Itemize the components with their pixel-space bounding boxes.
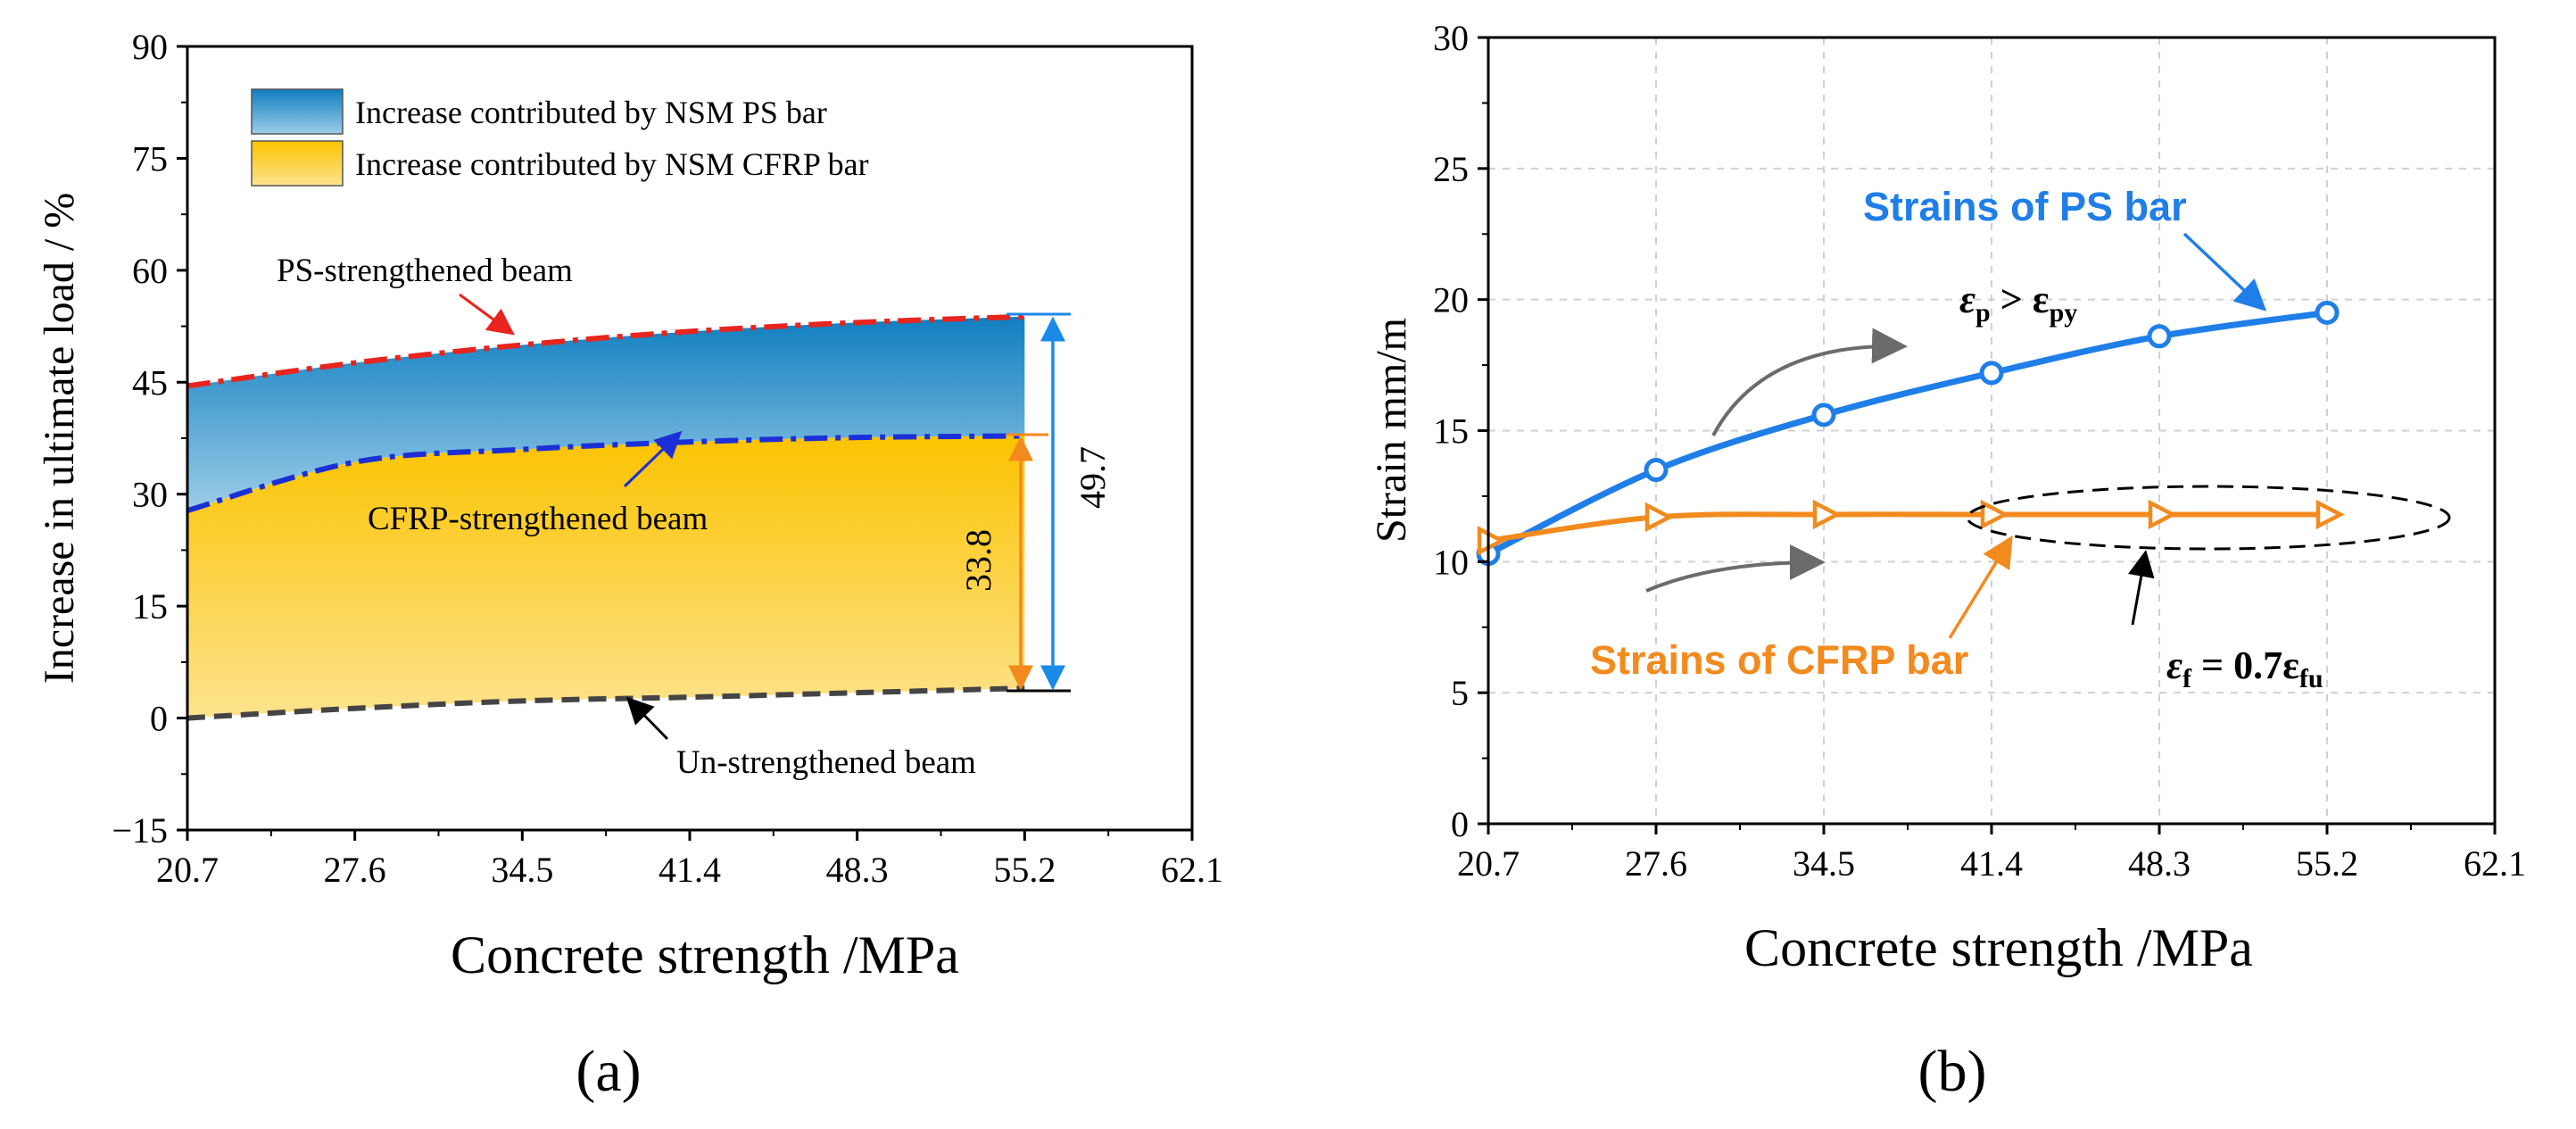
- marker-ps-point: [2147, 324, 2172, 349]
- y-tick-label: 0: [150, 699, 168, 739]
- eq-ps-yield: εp > εpy: [1959, 278, 2077, 328]
- line-cfrp-strengthened: [186, 433, 1025, 513]
- label-ps-strengthened: PS-strengthened beam: [277, 253, 573, 289]
- eq-cfrp-strain: εf = 0.7εfu: [2166, 643, 2323, 693]
- y-tick-label: 20: [1433, 280, 1469, 320]
- y-tick-label: 5: [1451, 673, 1469, 713]
- arrow-ps-strengthened: [459, 293, 515, 336]
- grid-b: [1487, 37, 2496, 825]
- y-tick-label: 75: [132, 138, 168, 178]
- legend-label-ps: Increase contributed by NSM PS bar: [355, 95, 827, 130]
- x-tick-label: 48.3: [2128, 843, 2191, 884]
- fill-cfrp-increase: [187, 436, 1025, 718]
- marker-cfrp-point: [1644, 502, 1674, 533]
- x-ticks-a: 20.7 27.6 34.5 41.4 48.3 55.2 62.1: [156, 830, 1223, 890]
- panel-label-a: (a): [576, 1039, 641, 1104]
- marker-ps-point: [1811, 403, 1836, 428]
- line-cfrp-strain: [1487, 511, 2327, 544]
- y-tick-label: 45: [132, 362, 168, 403]
- x-axis-title-a: Concrete strength /MPa: [451, 926, 959, 984]
- marker-cfrp-point: [1980, 499, 2009, 530]
- x-tick-label: 41.4: [658, 850, 721, 890]
- line-ps-strain: [1487, 309, 2328, 557]
- y-tick-label: 25: [1433, 149, 1469, 189]
- x-tick-label: 62.1: [2464, 843, 2526, 884]
- arrow-cfrp-strengthened: [623, 430, 683, 488]
- x-tick-label: 34.5: [491, 850, 553, 890]
- x-ticks-b: 20.7 27.6 34.5 41.4 48.3 55.2 62.1: [1457, 824, 2526, 884]
- marker-ps-point: [2315, 300, 2340, 325]
- trend-arrow-lower: [1645, 544, 1826, 593]
- marker-cfrp-point: [1477, 526, 1506, 556]
- legend-label-cfrp: Increase contributed by NSM CFRP bar: [355, 146, 869, 182]
- arrow-ps-strain: [2183, 232, 2267, 311]
- y-tick-label: 30: [132, 475, 168, 515]
- y-tick-label: −15: [112, 810, 168, 851]
- label-cfrp-strain: Strains of CFRP bar: [1590, 637, 1968, 683]
- label-unstrengthened: Un-strengthened beam: [676, 744, 976, 781]
- ellipse-cfrp-plateau: [1966, 485, 2451, 551]
- y-tick-label: 30: [1433, 18, 1469, 58]
- x-tick-label: 20.7: [1457, 843, 1520, 884]
- y-tick-label: 0: [1451, 804, 1469, 844]
- marker-cfrp-point: [2148, 499, 2177, 530]
- arrow-cfrp-strain: [1948, 535, 2013, 639]
- legend-swatch-cfrp: [251, 140, 344, 187]
- x-axis-title-b: Concrete strength /MPa: [1744, 918, 2253, 977]
- x-tick-label: 20.7: [156, 850, 219, 890]
- marker-ps-point: [1644, 458, 1669, 483]
- markers-ps: [1476, 300, 2340, 567]
- marker-ps-point: [1979, 361, 2004, 386]
- marker-cfrp-point: [2315, 499, 2345, 530]
- x-tick-label: 55.2: [993, 850, 1056, 890]
- legend-swatch-ps: [251, 88, 344, 135]
- y-axis-title-a: Increase in ultimate load / %: [36, 193, 83, 684]
- y-tick-label: 15: [1433, 411, 1469, 452]
- x-tick-label: 41.4: [1960, 843, 2023, 884]
- markers-cfrp: [1477, 499, 2345, 556]
- label-cfrp-strengthened: CFRP-strengthened beam: [368, 501, 708, 537]
- x-tick-label: 34.5: [1793, 843, 1855, 884]
- x-tick-label: 48.3: [826, 850, 889, 890]
- line-unstrengthened: [186, 685, 1025, 721]
- label-ps-strain: Strains of PS bar: [1863, 184, 2187, 229]
- panel-label-b: (b): [1918, 1039, 1987, 1104]
- arrow-unstrengthened: [625, 696, 669, 741]
- y-ticks-a: −15 0 15 30 45 60 75 90: [112, 27, 187, 851]
- x-tick-label: 55.2: [2296, 843, 2358, 884]
- panel-b: 20.7 27.6 34.5 41.4 48.3 55.2 62.1 0 5 10 15 20 25 3…: [1368, 18, 2526, 1104]
- y-axis-title-b: Strain mm/m: [1368, 318, 1415, 543]
- line-ps-strengthened: [186, 313, 1025, 389]
- y-tick-label: 60: [132, 251, 168, 291]
- y-ticks-b: 0 5 10 15 20 25 30: [1433, 18, 1488, 844]
- x-tick-label: 27.6: [324, 850, 386, 890]
- y-tick-label: 10: [1433, 542, 1469, 582]
- dim-cfrp-value: 33.8: [958, 529, 998, 592]
- y-tick-label: 15: [132, 586, 168, 627]
- arrow-ellipse: [2127, 550, 2155, 626]
- x-tick-label: 27.6: [1625, 843, 1687, 884]
- panel-a: 20.7 27.6 34.5 41.4 48.3 55.2 62.1 −15 0 15 30 45 6…: [36, 27, 1223, 1104]
- dim-ps-value: 49.7: [1073, 446, 1113, 509]
- trend-arrow-upper: [1711, 328, 1908, 436]
- x-tick-label: 62.1: [1161, 850, 1223, 890]
- marker-cfrp-point: [1812, 499, 1842, 530]
- fill-ps-increase: [187, 316, 1025, 511]
- y-tick-label: 90: [132, 27, 168, 67]
